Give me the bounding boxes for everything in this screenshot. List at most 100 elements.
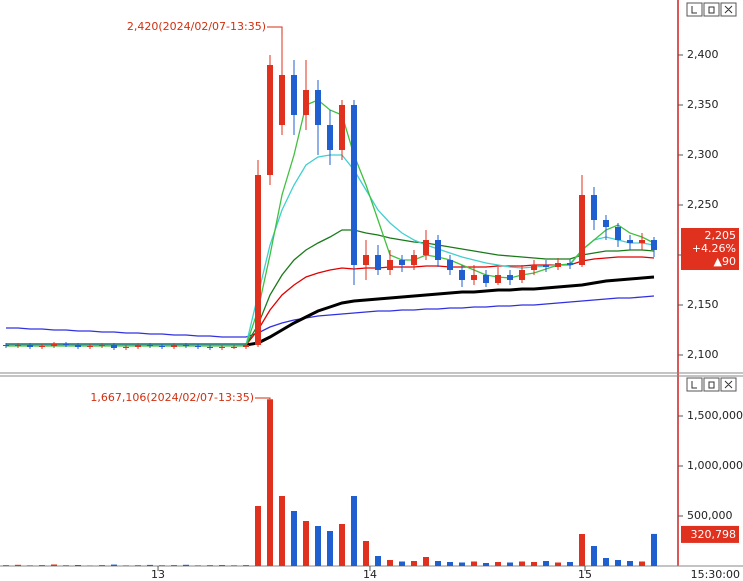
volume-bar [147, 564, 153, 566]
volume-bar [111, 564, 117, 566]
y-tick-label: 2,400 [687, 48, 719, 61]
volume-bar [339, 524, 345, 566]
moving-average-line [6, 295, 655, 338]
volume-bar [519, 561, 525, 566]
volume-bar [435, 561, 441, 566]
volume-bar [447, 562, 453, 566]
volume-bar [63, 565, 69, 566]
button[interactable] [686, 377, 703, 392]
candle-body [315, 90, 321, 125]
candle-body [207, 347, 213, 348]
candle-body [543, 265, 549, 267]
candle-body [519, 270, 525, 280]
candle-body [291, 75, 297, 115]
volume-bar [291, 511, 297, 566]
volume-bar [195, 565, 201, 566]
volume-bar [495, 562, 501, 566]
volume-bar [315, 526, 321, 566]
volume-bar [219, 565, 225, 566]
last-price: 2,205 [705, 229, 737, 242]
volume-bar [207, 565, 213, 566]
candle-body [111, 345, 117, 348]
volume-bar [579, 534, 585, 566]
button[interactable] [703, 2, 720, 17]
volume-bar [255, 506, 261, 566]
volume-bar [531, 562, 537, 566]
button[interactable] [703, 377, 720, 392]
candle-body [267, 65, 273, 175]
volume-bar [243, 565, 249, 566]
button[interactable] [686, 2, 703, 17]
y-tick-label: 1,500,000 [687, 409, 743, 422]
volume-bar [99, 565, 105, 566]
volume-bar [279, 496, 285, 566]
volume-bar [3, 565, 9, 566]
volume-bar [303, 521, 309, 566]
candle-body [639, 240, 645, 243]
button-icons [691, 5, 733, 14]
volume-bar [399, 561, 405, 566]
candle-body [567, 263, 573, 265]
x-tick-label: 15 [578, 568, 592, 581]
y-tick-label: 2,250 [687, 198, 719, 211]
candle-body [651, 240, 657, 250]
candle-body [171, 345, 177, 347]
candle-body [99, 345, 105, 346]
volume-bar [135, 565, 141, 566]
candle-body [615, 227, 621, 240]
candle-body [531, 265, 537, 270]
panel-buttons[interactable] [686, 2, 737, 17]
candle-body [159, 346, 165, 347]
candle-body [483, 275, 489, 283]
candle-body [243, 345, 249, 347]
candle-body [147, 345, 153, 346]
candle-body [195, 346, 201, 347]
candle-body [123, 347, 129, 348]
volume-bar [411, 561, 417, 566]
volume-bar [591, 546, 597, 566]
annotation-arrow [255, 397, 271, 400]
volume-bar [627, 561, 633, 566]
volume-bar [15, 564, 21, 566]
annotation-arrow [267, 26, 283, 35]
volume-bar [363, 541, 369, 566]
volume-bar [159, 565, 165, 566]
candle-body [3, 345, 9, 346]
volume-bar [27, 565, 33, 566]
volume-bar [75, 565, 81, 566]
time-label: 15:30:00 [691, 568, 740, 581]
volume-bar [183, 564, 189, 566]
volume-bar [51, 564, 57, 566]
candle-body [303, 90, 309, 115]
x-tick-label: 13 [151, 568, 165, 581]
candle-body [63, 344, 69, 345]
volume-bar [387, 560, 393, 566]
candle-body [555, 263, 561, 267]
candle-body [507, 275, 513, 280]
y-tick-label: 2,150 [687, 298, 719, 311]
volume-bar [39, 565, 45, 566]
x-tick-label: 14 [363, 568, 377, 581]
volume-bar [267, 399, 273, 566]
button-icons [691, 380, 733, 389]
volume-bar [651, 533, 657, 566]
volume-bar [507, 562, 513, 566]
volume-bar [603, 558, 609, 566]
candle-body [471, 275, 477, 280]
candle-body [435, 240, 441, 260]
y-tick-label: 1,000,000 [687, 459, 743, 472]
volume-bar [471, 561, 477, 566]
candle-body [591, 195, 597, 220]
volume-bar [555, 562, 561, 566]
panel-buttons[interactable] [686, 377, 737, 392]
candle-body [627, 240, 633, 243]
candle-body [75, 345, 81, 347]
last-volume-box [681, 525, 739, 543]
volume-bar [543, 561, 549, 566]
candle-body [447, 260, 453, 270]
y-tick-label: 500,000 [687, 509, 733, 522]
candle-body [423, 240, 429, 255]
y-tick-label: 2,350 [687, 98, 719, 111]
volume-bar [615, 560, 621, 566]
